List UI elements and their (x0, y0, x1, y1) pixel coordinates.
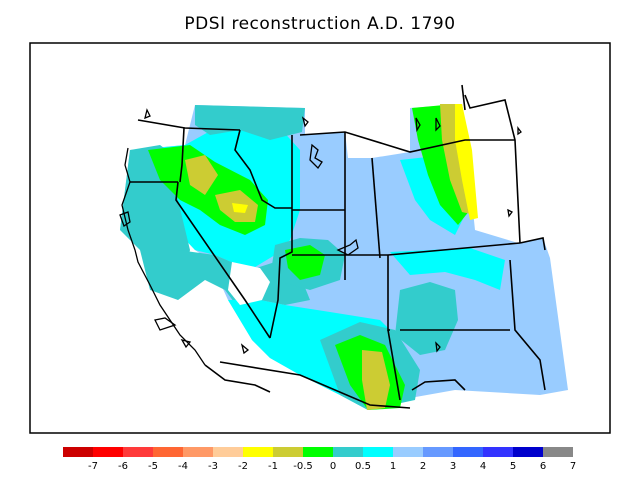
coastline (119, 108, 522, 366)
map-title: PDSI reconstruction A.D. 1790 (184, 14, 456, 34)
legend-swatch (543, 447, 573, 457)
legend-label: -3 (208, 461, 218, 472)
legend-swatch (453, 447, 483, 457)
legend-label: 2 (420, 461, 426, 472)
legend-swatch (513, 447, 543, 457)
legend-swatch (333, 447, 363, 457)
region-olive-south (362, 350, 390, 410)
legend-swatch (183, 447, 213, 457)
legend-swatch (393, 447, 423, 457)
region-cyan-east (390, 248, 505, 290)
legend-label: 1 (390, 461, 396, 472)
legend-swatch (63, 447, 93, 457)
legend-label: -5 (148, 461, 158, 472)
region-white-sw (228, 262, 270, 305)
region-teal-4c (395, 282, 458, 355)
region-olive-nw (185, 155, 218, 195)
state-boundaries (130, 84, 546, 409)
legend-swatch (273, 447, 303, 457)
legend-label: 6 (540, 461, 546, 472)
legend-swatch (303, 447, 333, 457)
legend-label: -4 (178, 461, 188, 472)
legend-swatch (93, 447, 123, 457)
legend-label: 3 (450, 461, 456, 472)
pdsi-field (120, 104, 568, 410)
legend-swatch (483, 447, 513, 457)
legend-swatch (423, 447, 453, 457)
legend-swatch (363, 447, 393, 457)
region-green-central (285, 245, 325, 280)
legend-label: -2 (238, 461, 248, 472)
legend-label: -7 (88, 461, 98, 472)
region-yellow-nw (232, 203, 248, 213)
legend-label: 4 (480, 461, 486, 472)
legend-label: -6 (118, 461, 128, 472)
legend-swatch (153, 447, 183, 457)
color-legend: -7 -6 -5 -4 -3 -2 -1 -0.5 0 0.5 1 2 3 4 5 6 7 (63, 447, 576, 472)
legend-label: 0.5 (355, 461, 371, 472)
region-yellow-ne (455, 104, 478, 220)
legend-label: 7 (570, 461, 576, 472)
legend-swatch (123, 447, 153, 457)
legend-label: -1 (268, 461, 278, 472)
legend-label: -0.5 (293, 461, 313, 472)
legend-swatch (243, 447, 273, 457)
region-teal-north (195, 105, 305, 140)
legend-label: 0 (330, 461, 336, 472)
legend-swatch (213, 447, 243, 457)
legend-label: 5 (510, 461, 516, 472)
